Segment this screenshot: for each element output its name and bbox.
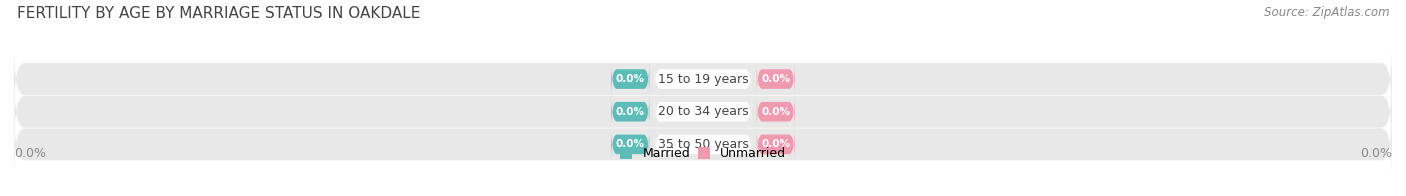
Text: 0.0%: 0.0% bbox=[1360, 147, 1392, 160]
FancyBboxPatch shape bbox=[756, 128, 794, 161]
FancyBboxPatch shape bbox=[14, 79, 1392, 145]
FancyBboxPatch shape bbox=[612, 95, 650, 128]
Text: 0.0%: 0.0% bbox=[761, 107, 790, 117]
Text: 0.0%: 0.0% bbox=[616, 139, 645, 149]
Text: 0.0%: 0.0% bbox=[761, 139, 790, 149]
Text: 0.0%: 0.0% bbox=[14, 147, 46, 160]
Text: FERTILITY BY AGE BY MARRIAGE STATUS IN OAKDALE: FERTILITY BY AGE BY MARRIAGE STATUS IN O… bbox=[17, 6, 420, 21]
FancyBboxPatch shape bbox=[612, 63, 650, 95]
FancyBboxPatch shape bbox=[655, 128, 751, 161]
Text: 0.0%: 0.0% bbox=[616, 107, 645, 117]
Text: 20 to 34 years: 20 to 34 years bbox=[658, 105, 748, 118]
Text: 0.0%: 0.0% bbox=[761, 74, 790, 84]
FancyBboxPatch shape bbox=[756, 63, 794, 95]
FancyBboxPatch shape bbox=[14, 111, 1392, 177]
FancyBboxPatch shape bbox=[14, 46, 1392, 112]
FancyBboxPatch shape bbox=[655, 63, 751, 95]
Text: 15 to 19 years: 15 to 19 years bbox=[658, 73, 748, 85]
FancyBboxPatch shape bbox=[655, 95, 751, 128]
Text: Source: ZipAtlas.com: Source: ZipAtlas.com bbox=[1264, 6, 1389, 19]
FancyBboxPatch shape bbox=[612, 128, 650, 161]
Text: 0.0%: 0.0% bbox=[616, 74, 645, 84]
Legend: Married, Unmarried: Married, Unmarried bbox=[620, 147, 786, 160]
FancyBboxPatch shape bbox=[756, 95, 794, 128]
Text: 35 to 50 years: 35 to 50 years bbox=[658, 138, 748, 151]
